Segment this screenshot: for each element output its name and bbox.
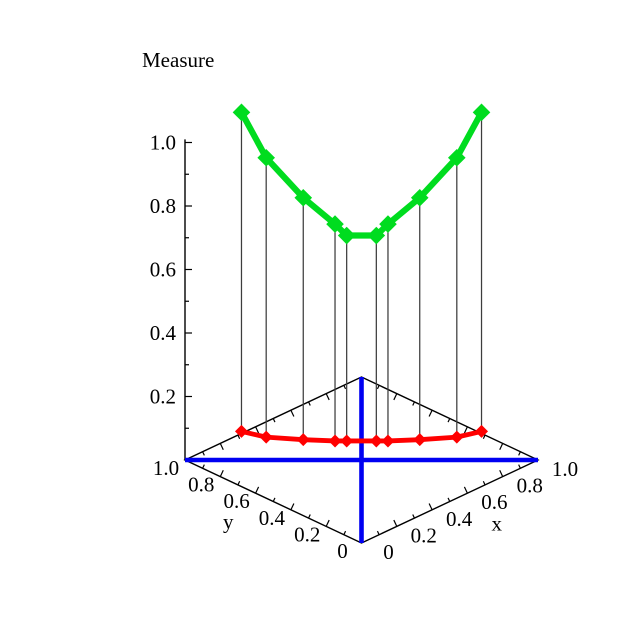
tick-mark (219, 443, 224, 450)
x-tick-label: 0.4 (446, 507, 473, 531)
x-axis-tick-labels: 0 0.2 0.4 0.6 0.8 1.0 (383, 457, 578, 564)
upper-curve-point-marker (326, 215, 344, 233)
y-tick-label: 1.0 (153, 456, 179, 480)
lower-curve-point-marker (413, 433, 427, 447)
z-tick-label: 0.6 (150, 258, 176, 282)
tick-mark (308, 514, 311, 519)
tick-mark (499, 443, 504, 450)
upper-curve-line (238, 109, 485, 239)
lower-measure-curve (234, 424, 489, 448)
z-axis-tick-labels: 0.2 0.4 0.6 0.8 1.0 (150, 131, 177, 409)
tick-mark (412, 514, 415, 519)
upper-curve-point-marker (294, 188, 313, 207)
tick-mark (237, 434, 241, 439)
tick-mark (428, 503, 433, 511)
upper-curve-point-marker (472, 103, 491, 122)
tick-mark (219, 470, 224, 477)
upper-curve-point-marker (367, 226, 386, 245)
lower-curve-point-marker (475, 424, 489, 438)
lower-curve-point-marker (328, 434, 342, 448)
upper-curve-point-marker (379, 215, 397, 233)
x-tick-label: 0.8 (517, 474, 543, 498)
tick-mark (447, 497, 451, 502)
lower-curve-point-marker (340, 434, 354, 448)
tick-mark (325, 393, 330, 401)
z-tick-label: 0.2 (150, 385, 176, 409)
tick-mark (412, 401, 415, 406)
x-tick-label: 0 (383, 540, 394, 564)
lower-curve-point-marker (296, 433, 310, 447)
tick-mark (518, 464, 521, 469)
lower-curve-point-marker (381, 434, 395, 448)
tick-mark (393, 519, 398, 527)
upper-curve-point-marker (257, 148, 275, 167)
tick-mark (428, 409, 433, 417)
z-axis-ticks (185, 141, 192, 429)
upper-curve-point-marker (448, 148, 466, 167)
tick-mark (255, 486, 260, 494)
tick-mark (237, 481, 241, 486)
y-tick-label: 0.2 (294, 522, 320, 546)
z-axis-title: Measure (142, 48, 215, 72)
y-tick-label: 0.4 (259, 506, 286, 530)
base-edge-ticks (202, 385, 521, 535)
tick-mark (499, 470, 504, 477)
tick-mark (290, 503, 295, 511)
y-tick-label: 0 (337, 539, 348, 563)
y-tick-label: 0.8 (188, 473, 214, 497)
tick-mark (393, 393, 398, 401)
z-tick-label: 0.8 (150, 194, 176, 218)
y-axis-tick-labels: 0 0.2 0.4 0.6 0.8 1.0 (153, 456, 348, 563)
tick-mark (272, 418, 276, 423)
lower-curve-point-marker (259, 430, 273, 444)
tick-mark (255, 426, 260, 434)
x-axis-label: x (492, 512, 503, 536)
tick-mark (518, 451, 521, 456)
tick-mark (343, 530, 347, 535)
tick-mark (343, 385, 347, 390)
tick-mark (325, 519, 330, 527)
lower-curve-line (239, 429, 484, 444)
tick-mark (447, 418, 451, 423)
x-tick-label: 0.6 (481, 490, 507, 514)
tick-mark (202, 464, 205, 469)
tick-mark (463, 426, 468, 434)
z-tick-label: 0.4 (150, 321, 177, 345)
tick-mark (482, 481, 486, 486)
tick-mark (376, 385, 380, 390)
lower-curve-point-marker (369, 434, 383, 448)
lower-curve-point-marker (234, 424, 248, 438)
tick-mark (463, 486, 468, 494)
tick-mark (272, 497, 276, 502)
x-tick-label: 0.2 (411, 523, 437, 547)
tick-mark (376, 530, 380, 535)
upper-measure-curve (232, 103, 491, 245)
upper-curve-point-marker (337, 226, 356, 245)
upper-curve-point-marker (410, 188, 429, 207)
x-tick-label: 1.0 (552, 457, 578, 481)
tick-mark (202, 451, 205, 456)
tick-mark (308, 401, 311, 406)
z-tick-label: 1.0 (150, 131, 176, 155)
y-axis-label: y (223, 510, 234, 534)
upper-curve-point-marker (232, 103, 251, 122)
tick-mark (290, 409, 295, 417)
drop-lines (240, 112, 483, 441)
lower-curve-point-marker (450, 430, 464, 444)
y-tick-label: 0.6 (223, 489, 249, 513)
tick-mark (482, 434, 486, 439)
